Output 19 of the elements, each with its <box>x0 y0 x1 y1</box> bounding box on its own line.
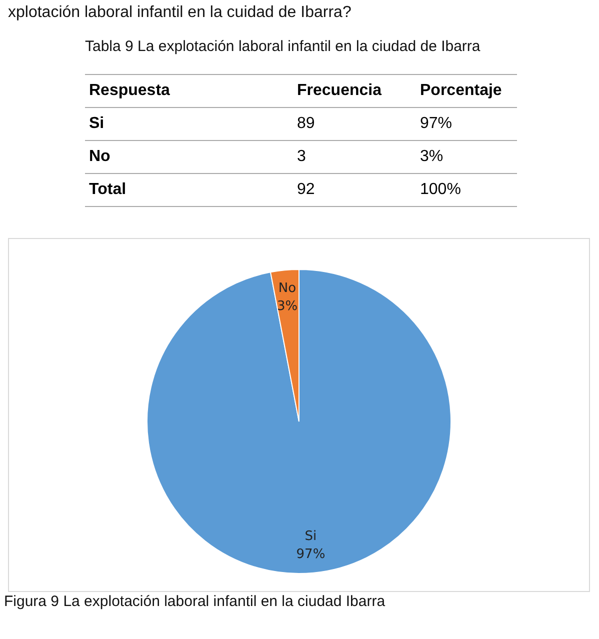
text: No <box>88 147 112 167</box>
text: 3 <box>296 147 307 167</box>
text: Total <box>88 180 128 200</box>
slice-label: Si <box>304 528 317 544</box>
text: 100% <box>419 180 462 200</box>
text: Figura 9 La explotación laboral infantil en la ciudad Ibarra <box>4 593 386 610</box>
text: 3% <box>419 147 444 167</box>
data-label: 3% <box>276 298 298 314</box>
text: Si <box>88 114 106 134</box>
text: 97% <box>419 114 454 134</box>
text: xplotación laboral infantil en la cuidad de Ibarra? <box>8 4 352 22</box>
text: Frecuencia <box>296 81 383 101</box>
slice-label: No <box>278 280 296 296</box>
text: Tabla 9 La explotación laboral infantil en la ciudad de Ibarra <box>85 38 482 55</box>
text: Respuesta <box>88 81 171 101</box>
text: Porcentaje <box>419 81 503 101</box>
text: 92 <box>296 180 316 200</box>
data-label: 97% <box>296 546 326 562</box>
text: 89 <box>296 114 316 134</box>
